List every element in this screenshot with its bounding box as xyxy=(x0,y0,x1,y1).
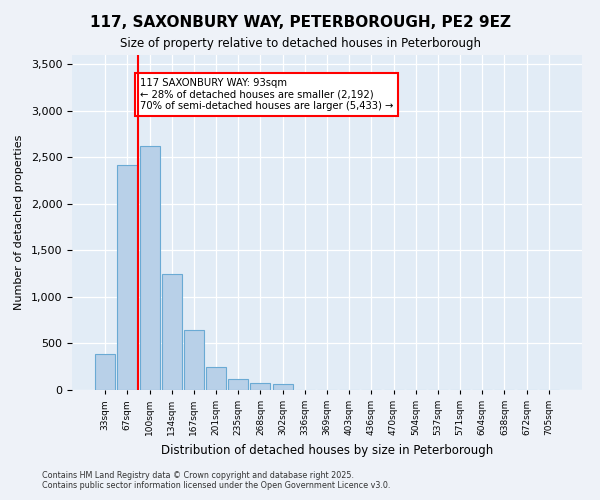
Text: 117, SAXONBURY WAY, PETERBOROUGH, PE2 9EZ: 117, SAXONBURY WAY, PETERBOROUGH, PE2 9E… xyxy=(89,15,511,30)
Y-axis label: Number of detached properties: Number of detached properties xyxy=(14,135,24,310)
Bar xyxy=(95,354,115,390)
Bar xyxy=(250,382,271,390)
Bar xyxy=(184,330,204,390)
Bar xyxy=(228,379,248,390)
X-axis label: Distribution of detached houses by size in Peterborough: Distribution of detached houses by size … xyxy=(161,444,493,456)
Text: Size of property relative to detached houses in Peterborough: Size of property relative to detached ho… xyxy=(119,38,481,51)
Bar xyxy=(118,165,137,390)
Text: 117 SAXONBURY WAY: 93sqm
← 28% of detached houses are smaller (2,192)
70% of sem: 117 SAXONBURY WAY: 93sqm ← 28% of detach… xyxy=(140,78,393,112)
Text: Contains HM Land Registry data © Crown copyright and database right 2025.
Contai: Contains HM Land Registry data © Crown c… xyxy=(42,470,391,490)
Bar xyxy=(206,366,226,390)
Bar xyxy=(140,146,160,390)
Bar xyxy=(272,384,293,390)
Bar xyxy=(162,274,182,390)
